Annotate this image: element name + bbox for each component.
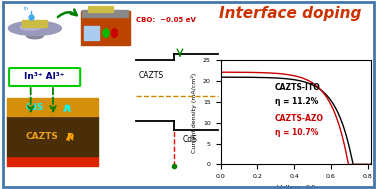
Text: CBO:  −0.05 eV: CBO: −0.05 eV [136,17,196,22]
FancyBboxPatch shape [9,68,80,86]
Ellipse shape [26,33,43,39]
X-axis label: Voltage (V): Voltage (V) [277,185,315,189]
Bar [88,6,113,12]
Text: CAZTS: CAZTS [138,71,163,81]
Text: n: n [63,103,70,113]
Bar [84,26,99,40]
Circle shape [111,29,118,37]
Text: CAZTS-ITO: CAZTS-ITO [275,83,320,92]
Y-axis label: Current density (mA/cm²): Current density (mA/cm²) [192,72,198,153]
Bar [81,11,130,45]
Ellipse shape [20,25,41,30]
Text: p: p [66,131,73,141]
Text: CAZTS-AZO: CAZTS-AZO [275,114,324,123]
Bar [7,98,98,116]
Text: In: In [24,6,29,11]
Text: CdS: CdS [182,135,198,144]
Text: In³⁺ Al³⁺: In³⁺ Al³⁺ [25,72,65,81]
Ellipse shape [8,21,61,36]
Text: CdS: CdS [26,103,44,112]
Text: η = 11.2%: η = 11.2% [275,97,318,106]
Text: CAZTS: CAZTS [25,132,58,141]
Bar [22,20,48,27]
Circle shape [103,29,109,37]
Bar [7,116,98,156]
Text: η = 10.7%: η = 10.7% [275,128,318,137]
Bar [82,10,128,17]
Bar [7,156,98,166]
Text: Interface doping: Interface doping [219,6,361,21]
